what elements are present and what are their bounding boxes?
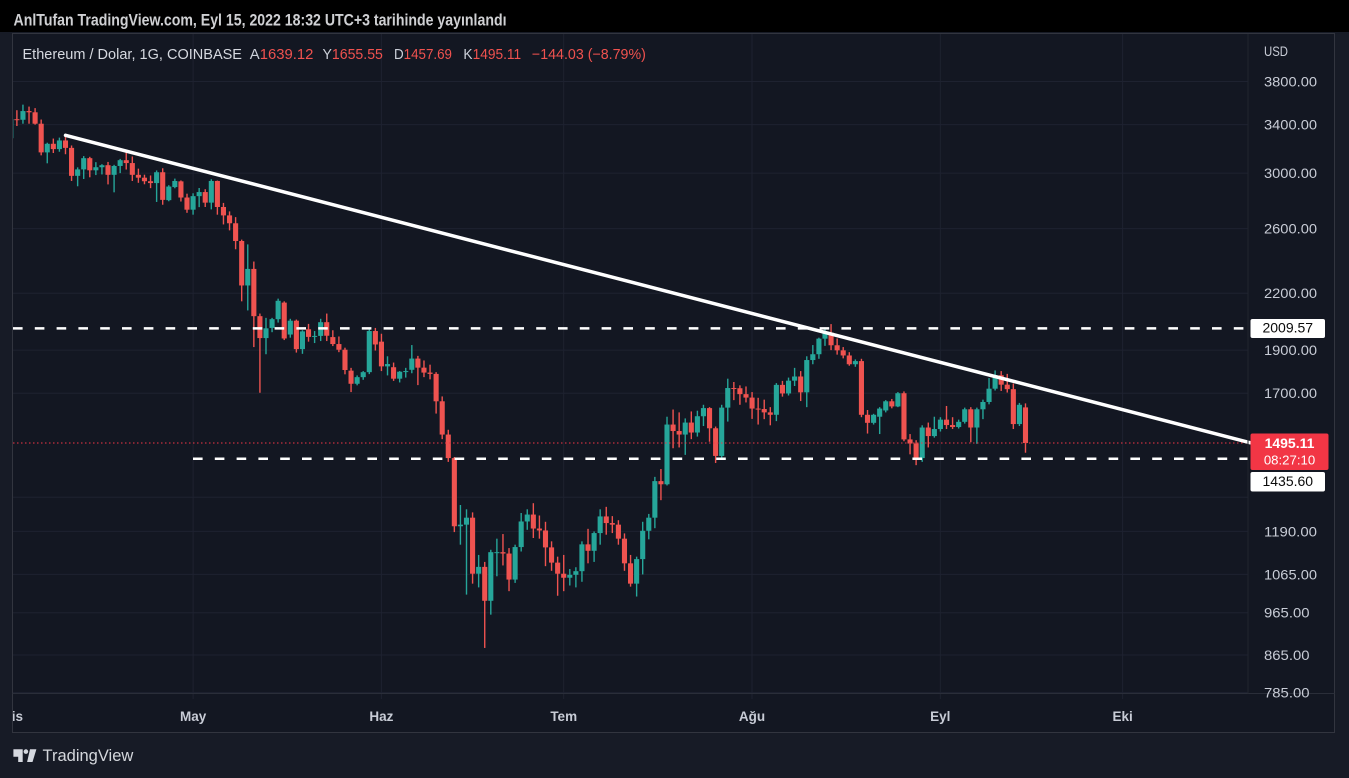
svg-text:Y1655.55: Y1655.55 (323, 47, 383, 63)
svg-text:965.00: 965.00 (1264, 605, 1310, 621)
svg-text:May: May (180, 709, 207, 724)
svg-text:1900.00: 1900.00 (1264, 342, 1317, 358)
svg-text:Nis: Nis (2, 709, 23, 724)
svg-text:2600.00: 2600.00 (1264, 221, 1317, 237)
svg-text:2200.00: 2200.00 (1264, 285, 1317, 301)
svg-text:3800.00: 3800.00 (1264, 73, 1317, 89)
svg-text:1435.60: 1435.60 (1262, 473, 1313, 489)
svg-text:A1639.12: A1639.12 (250, 47, 314, 63)
svg-text:Ağu: Ağu (739, 709, 765, 724)
svg-text:1065.00: 1065.00 (1264, 566, 1317, 582)
svg-text:Tem: Tem (550, 709, 577, 724)
svg-text:Eyl: Eyl (930, 709, 950, 724)
svg-text:1700.00: 1700.00 (1264, 385, 1317, 401)
svg-text:785.00: 785.00 (1264, 685, 1310, 701)
svg-text:3000.00: 3000.00 (1264, 165, 1317, 181)
svg-text:D1457.69: D1457.69 (394, 47, 452, 63)
svg-text:Eki: Eki (1112, 709, 1132, 724)
svg-text:K1495.11: K1495.11 (463, 47, 521, 63)
svg-text:−144.03 (−8.79%): −144.03 (−8.79%) (532, 47, 646, 63)
svg-text:USD: USD (1264, 43, 1288, 59)
svg-text:TradingView: TradingView (43, 747, 134, 765)
svg-text:2009.57: 2009.57 (1262, 320, 1313, 336)
svg-text:3400.00: 3400.00 (1264, 117, 1317, 133)
svg-text:Haz: Haz (369, 709, 393, 724)
svg-text:1495.11: 1495.11 (1265, 435, 1315, 451)
svg-text:Ethereum / Dolar, 1G, COINBASE: Ethereum / Dolar, 1G, COINBASE (23, 47, 243, 63)
svg-text:1190.00: 1190.00 (1264, 523, 1317, 539)
svg-text:865.00: 865.00 (1264, 647, 1310, 663)
svg-text:AnlTufan TradingView.com, Eyl: AnlTufan TradingView.com, Eyl 15, 2022 1… (14, 12, 507, 30)
svg-text:08:27:10: 08:27:10 (1264, 453, 1315, 468)
